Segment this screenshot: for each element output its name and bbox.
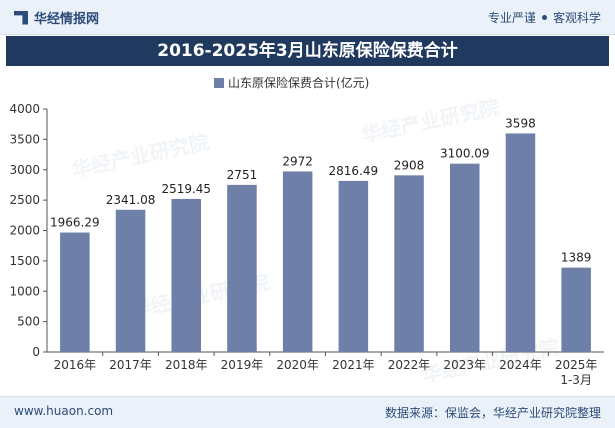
bar-value-label: 2816.49 [329, 164, 379, 178]
y-tick-label: 0 [32, 345, 40, 359]
bar-value-label: 1389 [561, 251, 592, 265]
x-tick-label: 2019年 [221, 358, 264, 372]
dot-icon [541, 15, 547, 20]
bar-value-label: 2519.45 [161, 182, 211, 196]
bar-value-label: 2341.08 [106, 193, 156, 207]
x-tick-label: 2024年 [499, 358, 542, 372]
y-tick-label: 3000 [9, 163, 40, 177]
legend-swatch [214, 78, 224, 88]
y-tick-label: 1500 [9, 254, 40, 268]
tagline-left: 专业严谨 [487, 11, 536, 25]
bar [282, 171, 313, 352]
bar-value-label: 2908 [394, 158, 425, 172]
bar-value-label: 1966.29 [50, 216, 100, 230]
x-tick-label: 2017年 [109, 358, 152, 372]
bar [449, 163, 480, 352]
brand: 华经情报网 [14, 8, 99, 27]
bar-value-label: 3100.09 [440, 147, 490, 161]
bar [394, 175, 424, 352]
bar-value-label: 3598 [505, 116, 536, 130]
x-tick-label: 2025年 1-3月 [555, 358, 598, 387]
x-tick-label: 2016年 [54, 358, 97, 372]
brand-name: 华经情报网 [34, 12, 100, 27]
bar [227, 184, 257, 352]
tagline-right: 客观科学 [552, 11, 601, 25]
footer-bar: www.huaon.com 数据来源：保监会，华经产业研究院整理 [0, 396, 615, 428]
bar [561, 267, 591, 352]
legend-label: 山东原保险保费合计(亿元) [228, 75, 369, 90]
bar [505, 133, 536, 352]
y-tick-label: 4000 [9, 102, 40, 116]
bar [115, 209, 146, 352]
y-tick-label: 1000 [9, 284, 40, 298]
footer-source: 数据来源：保监会，华经产业研究院整理 [384, 406, 601, 420]
bar-value-label: 2972 [282, 154, 313, 168]
x-tick-label: 2018年 [165, 358, 208, 372]
y-tick-label: 500 [17, 315, 40, 329]
x-tick-label: 2023年 [443, 358, 486, 372]
y-tick-label: 2500 [9, 193, 40, 207]
bar-value-label: 2751 [227, 168, 258, 182]
x-tick-label: 2022年 [388, 358, 431, 372]
y-tick-label: 2000 [9, 224, 40, 238]
tagline: 专业严谨 客观科学 [488, 9, 601, 26]
bar [60, 232, 90, 352]
y-tick-label: 3500 [9, 132, 40, 146]
bar [171, 198, 202, 352]
header-bar: 华经情报网 专业严谨 客观科学 [0, 0, 615, 35]
footer-website: www.huaon.com [14, 404, 114, 418]
chart-title: 2016-2025年3月山东原保险保费合计 [6, 36, 609, 66]
x-tick-label: 2020年 [276, 358, 319, 372]
bar [338, 180, 369, 352]
x-tick-label: 2021年 [332, 358, 375, 372]
